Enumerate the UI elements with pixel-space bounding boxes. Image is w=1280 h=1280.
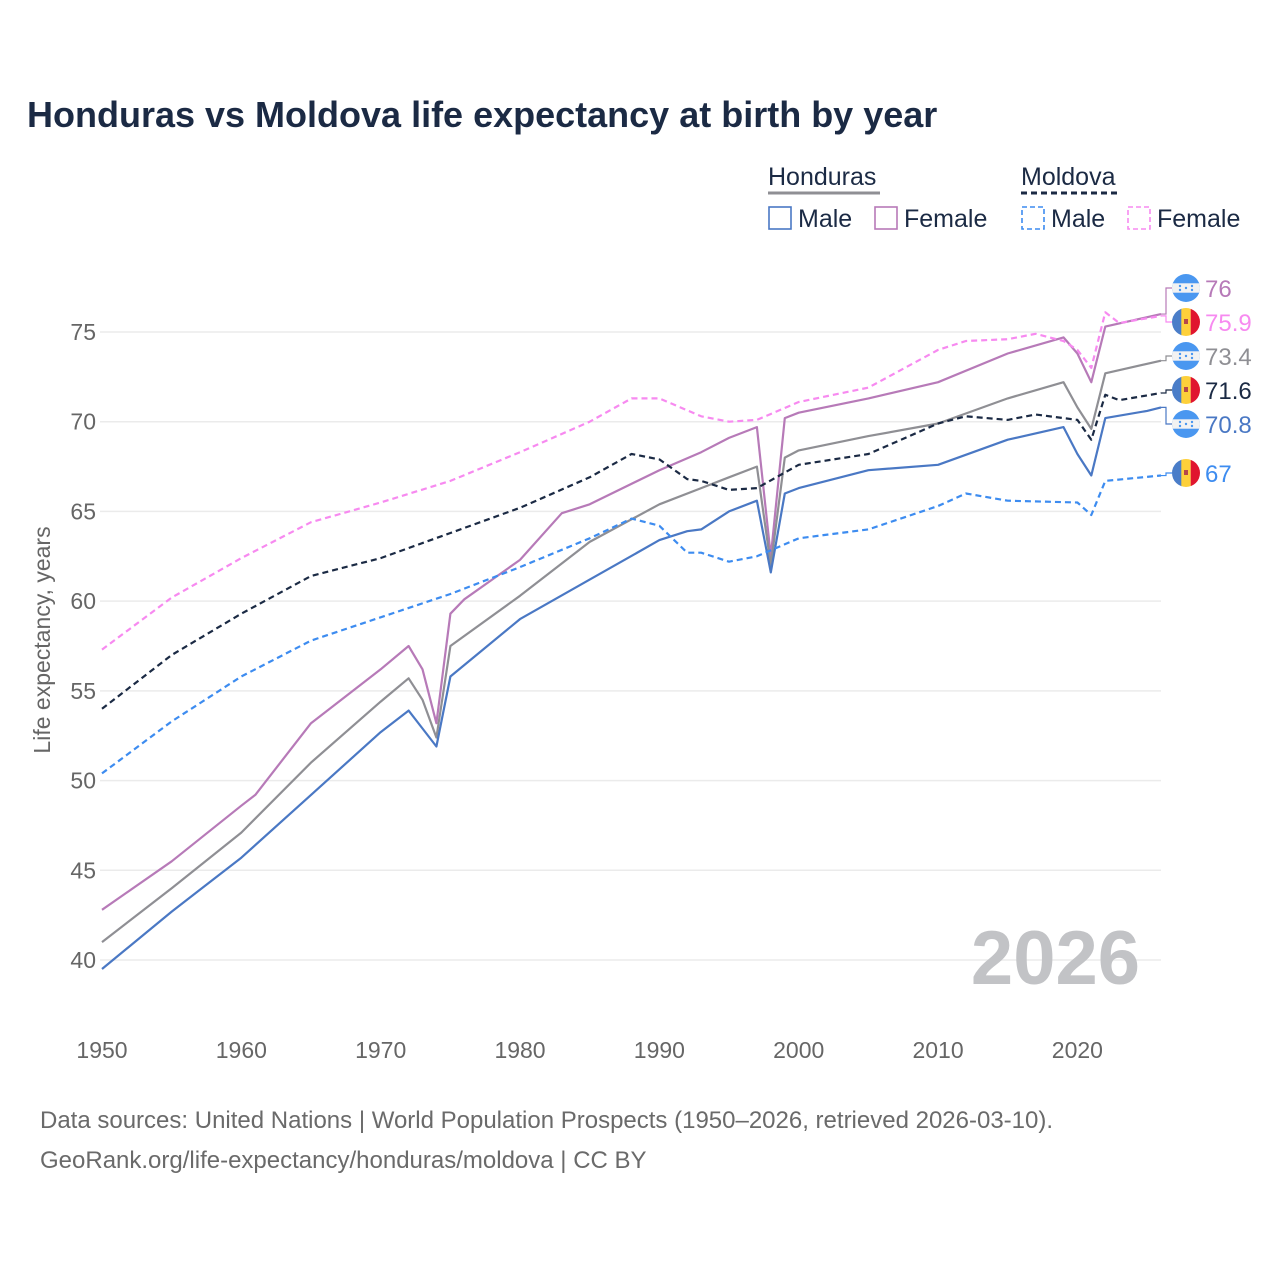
label-connector [1161,406,1172,425]
x-tick-label: 1950 [76,1037,127,1063]
chart-title: Honduras vs Moldova life expectancy at b… [27,94,938,135]
y-tick-label: 70 [70,409,96,435]
legend-swatch [1127,206,1151,230]
year-watermark: 2026 [971,916,1140,1001]
x-tick-label: 1970 [355,1037,406,1063]
gridlines [100,331,1161,961]
footer-link[interactable]: GeoRank.org/life-expectancy/honduras/mol… [40,1147,647,1174]
honduras-flag-icon [1172,342,1200,370]
x-tick-label: 2000 [773,1037,824,1063]
y-tick-label: 65 [70,498,96,524]
end-value-label: 67 [1205,461,1232,488]
honduras-flag-icon [1172,410,1200,438]
honduras-flag-icon [1172,274,1200,302]
legend-group-moldova[interactable]: Moldova [1021,163,1116,191]
legend-item-moldova-female[interactable]: Female [1157,205,1240,233]
y-tick-label: 50 [70,768,96,794]
end-value-label: 75.9 [1205,310,1252,337]
legend-item-honduras-female[interactable]: Female [904,205,987,233]
series-line-moldova [101,391,1162,710]
legend-item-moldova-male[interactable]: Male [1051,205,1105,233]
x-tick-label: 1980 [494,1037,545,1063]
series-line-honduras-female [101,313,1162,911]
legend-swatch [1021,206,1045,230]
footer-sources: Data sources: United Nations | World Pop… [40,1107,1054,1134]
series-line-moldova-female [101,311,1162,651]
label-connector [1161,472,1172,477]
y-tick-label: 45 [70,857,96,883]
label-connector [1161,355,1172,362]
x-tick-label: 2010 [912,1037,963,1063]
label-connector [1161,287,1172,315]
label-connector [1161,315,1172,323]
legend: Honduras Male Female Moldova Male Female [768,163,1240,233]
y-tick-label: 60 [70,588,96,614]
x-tick-label: 1960 [216,1037,267,1063]
end-labels: 76 75.9 73.4 71.6 70.8 67 [1161,274,1252,488]
legend-group-honduras[interactable]: Honduras [768,163,876,191]
y-tick-label: 75 [70,319,96,345]
y-tick-label: 40 [70,947,96,973]
legend-swatch [874,206,898,230]
moldova-flag-icon [1172,376,1200,404]
x-tick-label: 2020 [1052,1037,1103,1063]
series-line-honduras-male [101,406,1162,970]
label-connector [1161,389,1172,394]
end-value-label: 71.6 [1205,378,1252,405]
y-axis-label: Life expectancy, years [29,526,55,753]
x-tick-label: 1990 [634,1037,685,1063]
legend-swatch [768,206,792,230]
end-value-label: 70.8 [1205,412,1252,439]
series-lines [101,311,1162,970]
series-line-honduras [101,359,1162,943]
series-line-moldova-male [101,474,1162,775]
legend-item-honduras-male[interactable]: Male [798,205,852,233]
moldova-flag-icon [1172,459,1200,487]
end-value-label: 73.4 [1205,344,1252,371]
y-tick-label: 55 [70,678,96,704]
end-value-label: 76 [1205,276,1232,303]
y-axis-ticks: 40 45 50 55 60 65 70 75 [70,319,96,973]
x-axis-ticks: 1950 1960 1970 1980 1990 2000 2010 2020 [76,1037,1103,1063]
moldova-flag-icon [1172,308,1200,336]
